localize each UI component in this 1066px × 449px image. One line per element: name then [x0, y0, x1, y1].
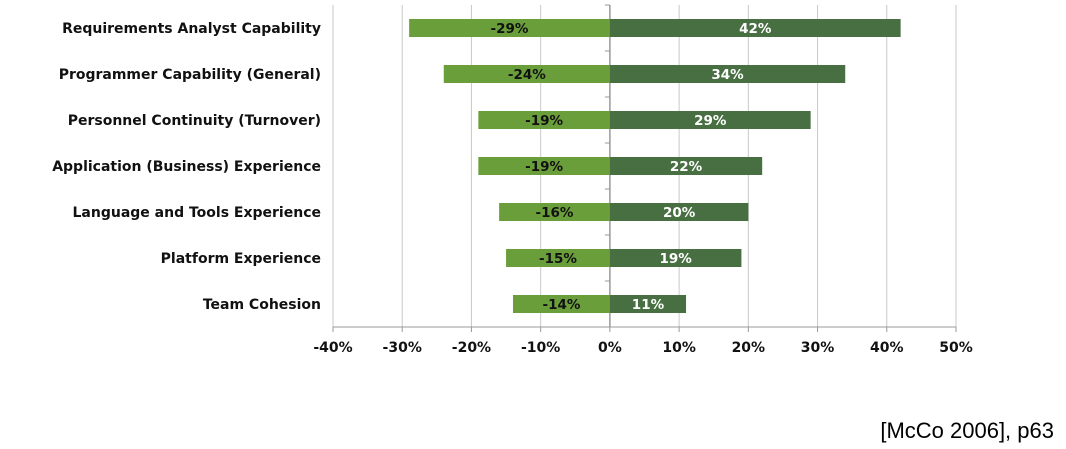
negative-bar [506, 249, 610, 267]
x-tick-label: 20% [732, 340, 766, 356]
data-label: -24% [508, 67, 546, 83]
category-label: Application (Business) Experience [52, 159, 321, 175]
x-tick-label: -20% [452, 340, 491, 356]
category-label: Programmer Capability (General) [59, 67, 321, 83]
negative-bar [512, 295, 610, 313]
category-label: Platform Experience [161, 251, 321, 267]
positive-bar [609, 65, 846, 83]
data-label: 19% [659, 251, 692, 267]
x-tick-label: -40% [313, 340, 352, 356]
positive-bar [609, 203, 749, 221]
data-label: -29% [491, 21, 529, 37]
data-label: -16% [536, 205, 574, 221]
positive-bar [609, 249, 742, 267]
data-label: -19% [525, 159, 563, 175]
positive-bar [609, 295, 687, 313]
data-label: 20% [663, 205, 696, 221]
data-label: -15% [539, 251, 577, 267]
x-tick-label: 30% [801, 340, 835, 356]
data-label: 29% [694, 113, 727, 129]
category-label: Requirements Analyst Capability [62, 21, 321, 37]
x-tick-label: 10% [662, 340, 696, 356]
data-label: -19% [525, 113, 563, 129]
data-label: 22% [670, 159, 703, 175]
category-label: Personnel Continuity (Turnover) [68, 113, 321, 129]
citation: [McCo 2006], p63 [880, 418, 1054, 443]
data-label: -14% [542, 297, 580, 313]
data-label: 42% [739, 21, 772, 37]
negative-bar [499, 203, 610, 221]
positive-bar [609, 19, 901, 37]
x-tick-label: 40% [870, 340, 904, 356]
negative-bar [409, 19, 610, 37]
positive-bar [609, 157, 763, 175]
negative-bar [478, 157, 610, 175]
positive-bar [609, 111, 811, 129]
x-tick-label: 0% [598, 340, 622, 356]
data-label: 11% [632, 297, 665, 313]
data-label: 34% [711, 67, 744, 83]
negative-bar [443, 65, 610, 83]
category-label: Team Cohesion [203, 297, 321, 313]
x-tick-label: -30% [383, 340, 422, 356]
x-tick-label: -10% [521, 340, 560, 356]
negative-bar [478, 111, 610, 129]
category-label: Language and Tools Experience [73, 205, 321, 221]
x-tick-label: 50% [939, 340, 973, 356]
